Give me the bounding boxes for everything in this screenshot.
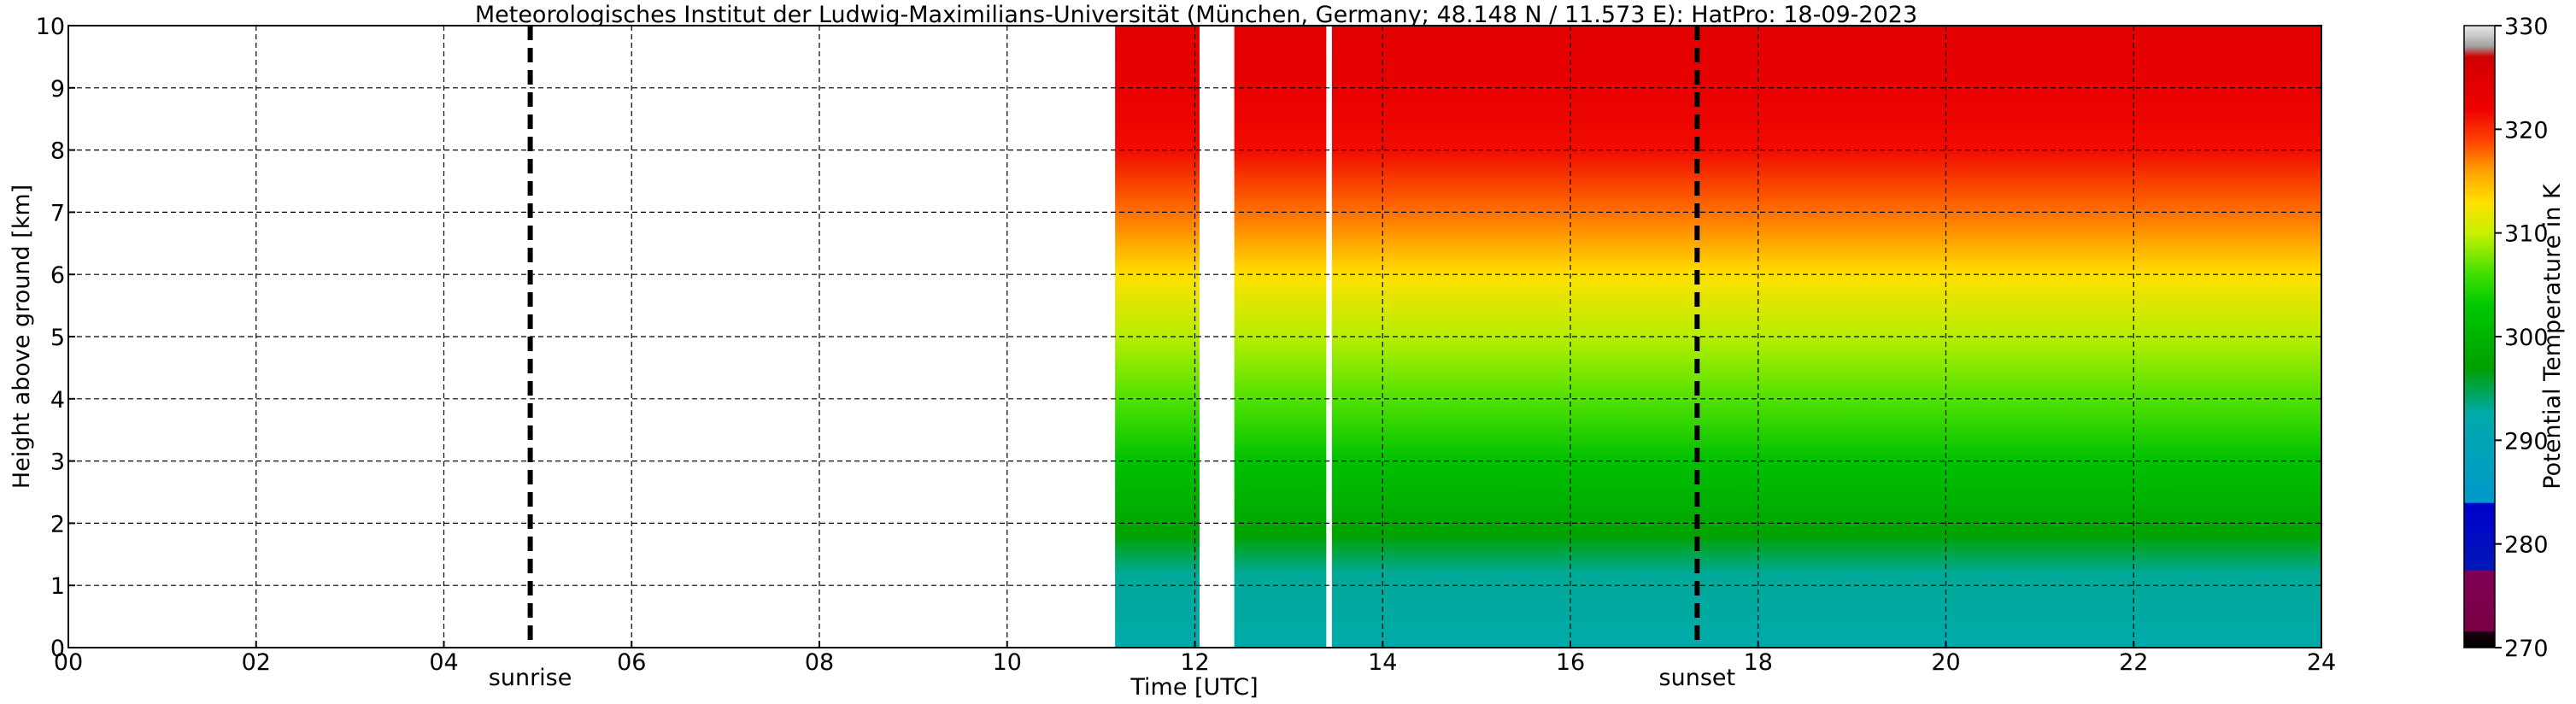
sunset-label: sunset	[1659, 665, 1736, 691]
sunrise-label: sunrise	[489, 665, 572, 691]
y-tick-label: 0	[50, 636, 65, 662]
y-tick-label: 8	[50, 138, 65, 165]
y-axis-label: Height above ground [km]	[9, 185, 35, 489]
y-tick-label: 6	[50, 262, 65, 289]
colorbar-tick-label: 290	[2504, 428, 2549, 455]
colorbar-tick-label: 280	[2504, 532, 2549, 559]
colorbar-tick-label: 300	[2504, 325, 2549, 351]
colorbar-fill	[2464, 26, 2495, 648]
x-tick-label: 12	[1180, 649, 1209, 676]
x-tick-label: 24	[2307, 649, 2336, 676]
x-axis-label: Time [UTC]	[1130, 674, 1258, 701]
y-tick-label: 5	[50, 325, 65, 351]
x-tick-label: 02	[242, 649, 271, 676]
x-tick-label: 18	[1744, 649, 1773, 676]
colorbar-tick-label: 270	[2504, 636, 2549, 662]
colorbar-ticks: 270 280 290 300 310 320 330	[2495, 14, 2549, 662]
colorbar-tick-label: 330	[2504, 14, 2549, 40]
event-layer: sunrise sunset	[489, 26, 1735, 691]
y-tick-labels: 0 1 2 3 4 5 6 7 8 9 10	[36, 14, 75, 662]
plot-area: sunrise sunset 00 02 04 06 08 10 12 14 16 18 20 22 24…	[36, 14, 2337, 691]
x-tick-label: 04	[429, 649, 458, 676]
x-tick-label: 10	[993, 649, 1022, 676]
x-tick-label: 22	[2119, 649, 2148, 676]
x-tick-label: 16	[1556, 649, 1585, 676]
y-tick-label: 10	[36, 14, 65, 40]
chart-title: Meteorologisches Institut der Ludwig-Max…	[475, 2, 1917, 28]
y-tick-label: 9	[50, 76, 65, 103]
colorbar-tick-label: 320	[2504, 117, 2549, 144]
colorbar: 270 280 290 300 310 320 330	[2463, 14, 2549, 662]
y-tick-label: 7	[50, 200, 65, 226]
y-tick-label: 3	[50, 449, 65, 476]
x-tick-label: 00	[54, 649, 83, 676]
grid-layer	[68, 26, 2321, 648]
x-tick-label: 20	[1931, 649, 1960, 676]
x-tick-label: 14	[1368, 649, 1397, 676]
y-tick-label: 1	[50, 573, 65, 600]
x-tick-label: 08	[805, 649, 834, 676]
y-tick-label: 2	[50, 511, 65, 537]
x-tick-label: 06	[617, 649, 646, 676]
x-tick-labels: 00 02 04 06 08 10 12 14 16 18 20 22 24	[54, 641, 2336, 676]
y-tick-label: 4	[50, 387, 65, 414]
colorbar-label: Potential Temperature in K	[2539, 183, 2566, 490]
colorbar-tick-label: 310	[2504, 221, 2549, 248]
